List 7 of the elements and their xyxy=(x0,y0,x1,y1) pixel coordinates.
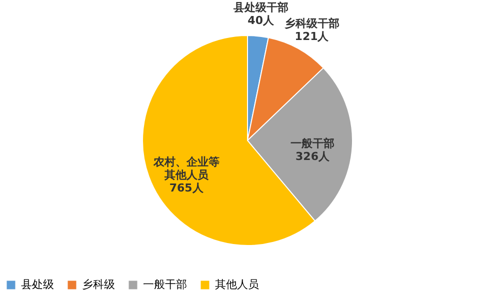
legend-label: 其他人员 xyxy=(215,278,259,291)
data-label: 农村、企业等其他人员 765人 xyxy=(152,156,220,195)
legend-label: 乡科级 xyxy=(82,278,115,291)
legend-label: 一般干部 xyxy=(143,278,187,291)
data-label: 一般干部 326人 xyxy=(290,137,334,164)
data-label: 乡科级干部 121人 xyxy=(284,17,340,44)
legend-label: 县处级 xyxy=(21,278,54,291)
